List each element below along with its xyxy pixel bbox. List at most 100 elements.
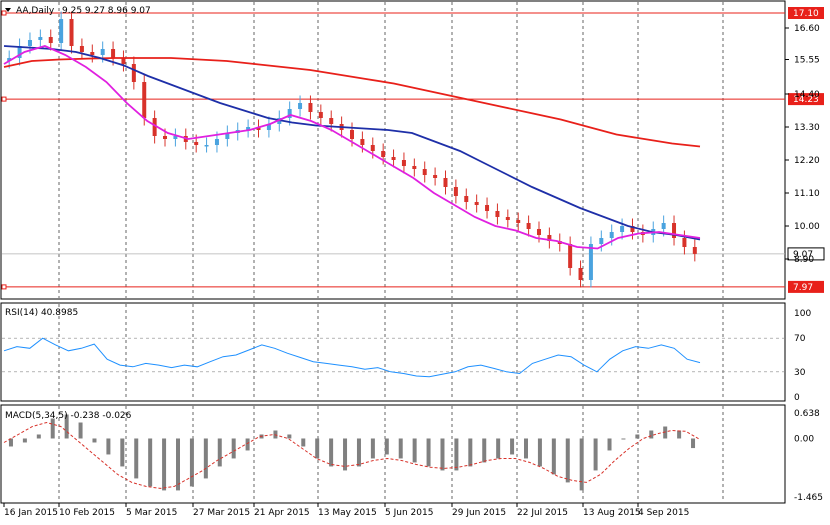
macd-bar (301, 438, 306, 447)
candle-body (401, 160, 406, 166)
candle-body (568, 244, 573, 268)
date-label: 27 Mar 2015 (193, 508, 250, 518)
candle-body (381, 151, 386, 157)
candle-body (422, 169, 427, 175)
candle-body (7, 58, 12, 61)
price-label: 8.90 (794, 255, 814, 265)
date-label: 10 Feb 2015 (59, 508, 115, 518)
candle-body (298, 103, 303, 109)
candle-body (38, 37, 43, 40)
macd-bar (162, 438, 167, 491)
candle-body (453, 187, 458, 196)
candle-body (17, 46, 22, 58)
macd-bar (36, 434, 41, 439)
candle-body (48, 37, 53, 43)
rsi-scale-label: 100 (794, 309, 811, 319)
macd-bar (440, 438, 445, 471)
level-price-tag (788, 280, 824, 293)
price-label: 11.10 (794, 189, 820, 199)
main-chart-frame (0, 0, 786, 300)
macd-signal-line (3, 421, 701, 489)
macd-bar (329, 438, 334, 467)
price-label: 14.40 (794, 90, 820, 100)
level-price-text: 7.97 (793, 283, 813, 293)
macd-bar (468, 438, 473, 467)
level-price-tag (788, 7, 824, 19)
macd-bar (50, 418, 55, 439)
macd-bar (426, 438, 431, 467)
macd-bar (496, 438, 501, 459)
candle-body (588, 244, 593, 280)
candle-body (672, 223, 677, 238)
symbol-label: AA,Daily (16, 6, 55, 16)
macd-bar (92, 438, 97, 443)
rsi-scale-label: 70 (794, 334, 806, 344)
candle-body (225, 133, 230, 139)
macd-bar (356, 438, 361, 467)
candle-body (194, 142, 199, 145)
time-axis: 16 Jan 2015 10 Feb 2015 5 Mar 2015 27 Mar 2… (3, 503, 689, 518)
macd-title: MACD(5,34,5) -0.238 -0.026 (5, 411, 132, 421)
macd-bar (593, 438, 598, 471)
rsi-title: RSI(14) 40.8985 (5, 308, 78, 318)
macd-bar (64, 414, 69, 439)
candle-body (360, 139, 365, 145)
dropdown-triangle-icon[interactable] (5, 8, 11, 12)
candle-body (578, 268, 583, 280)
date-label: 13 Aug 2015 (583, 508, 641, 518)
horizontal-levels[interactable]: 17.10 14.23 7.97 9.07 (1, 7, 825, 293)
macd-panel-frame (0, 404, 786, 504)
candle-body (526, 223, 531, 229)
rsi-panel-frame (0, 302, 786, 402)
candle-body (391, 157, 396, 160)
macd-bar (537, 438, 542, 467)
date-label: 16 Jan 2015 (4, 508, 58, 518)
candle-body (464, 196, 469, 202)
candle-body (433, 175, 438, 178)
level-price-text: 17.10 (793, 9, 819, 19)
candlesticks (7, 11, 697, 288)
macd-indicator: 0.638 0.00 -1.465 (3, 409, 823, 503)
rsi-scale-label: 0 (794, 393, 800, 403)
candle-body (599, 238, 604, 244)
macd-bar (677, 430, 682, 439)
macd-scale-label: -1.465 (794, 493, 823, 503)
macd-bar (106, 438, 111, 455)
candle-body (329, 118, 334, 124)
rsi-line (3, 337, 701, 378)
date-label: 29 Jun 2015 (452, 508, 506, 518)
macd-bar (120, 438, 125, 467)
macd-bar (287, 434, 292, 439)
candle-body (661, 223, 666, 229)
level-price-text: 14.23 (793, 95, 819, 105)
candle-body (682, 238, 687, 247)
macd-bar (245, 438, 250, 451)
macd-scale-label: 0.638 (794, 409, 820, 419)
candle-body (620, 226, 625, 232)
candle-body (152, 118, 157, 136)
candle-body (609, 232, 614, 238)
candle-body (246, 127, 251, 130)
date-label: 22 Jul 2015 (517, 508, 568, 518)
candle-body (79, 46, 84, 52)
date-label: 5 Mar 2015 (126, 508, 177, 518)
ohlc-values: 9.25 9.27 8.96 9.07 (62, 6, 151, 16)
candle-body (100, 49, 105, 55)
candle-body (214, 139, 219, 145)
macd-bar (579, 438, 584, 491)
macd-bar (412, 438, 417, 463)
candle-body (111, 49, 116, 58)
macd-bar (482, 438, 487, 463)
rsi-indicator: 100 70 30 0 (2, 309, 811, 403)
date-label: 5 Jun 2015 (385, 508, 433, 518)
candle-body (630, 226, 635, 232)
current-price-tag (787, 247, 825, 261)
candle-body (516, 220, 521, 223)
candle-body (412, 166, 417, 169)
candle-body (27, 40, 32, 46)
macd-bar (384, 438, 389, 455)
date-label: 4 Sep 2015 (638, 508, 689, 518)
candle-body (59, 19, 64, 43)
